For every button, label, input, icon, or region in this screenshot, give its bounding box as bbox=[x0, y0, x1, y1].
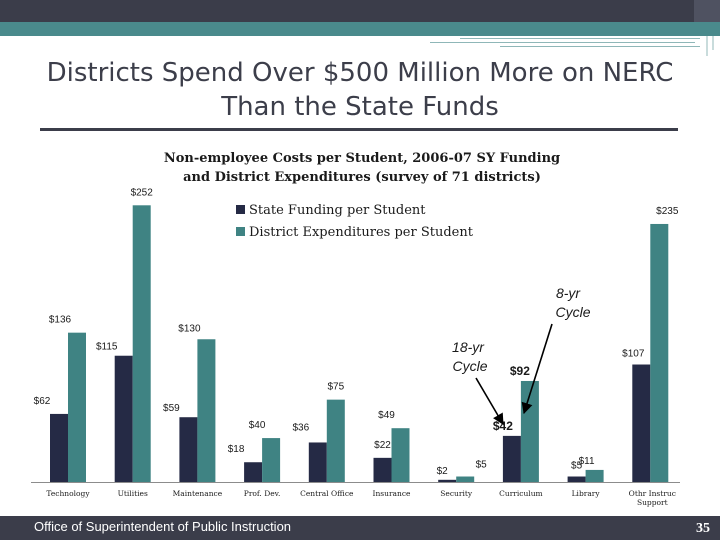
bar-district-2 bbox=[132, 205, 151, 482]
data-label: $5 bbox=[476, 460, 488, 471]
x-tick-label: Security bbox=[440, 489, 473, 498]
data-label: $130 bbox=[178, 323, 201, 334]
x-tick-label: Insurance bbox=[373, 489, 412, 498]
bar-chart: Non-employee Costs per Student, 2006-07 … bbox=[31, 151, 680, 507]
annotation-18yr-line-2: Cycle bbox=[452, 358, 487, 374]
title-underline bbox=[40, 128, 678, 131]
bar-state-4 bbox=[244, 462, 263, 482]
x-tick-label: Library bbox=[572, 489, 601, 498]
legend-swatch-2 bbox=[236, 227, 245, 236]
data-label: $18 bbox=[228, 444, 245, 455]
data-label: $42 bbox=[493, 419, 513, 433]
bar-state-7 bbox=[438, 479, 457, 482]
data-label: $11 bbox=[579, 456, 595, 467]
bar-state-3 bbox=[179, 417, 198, 482]
bar-district-10 bbox=[650, 223, 669, 482]
chart-title: Non-employee Costs per Student, 2006-07 … bbox=[164, 151, 560, 185]
data-label: $92 bbox=[510, 364, 530, 378]
page-number: 35 bbox=[696, 521, 710, 536]
bar-state-1 bbox=[50, 413, 68, 482]
footer-bar bbox=[0, 516, 720, 540]
data-label: $115 bbox=[96, 342, 118, 353]
data-label: $22 bbox=[374, 440, 391, 451]
chart-bars bbox=[50, 205, 669, 482]
data-label: $252 bbox=[131, 187, 154, 198]
decorative-line bbox=[430, 42, 695, 43]
x-tick-label: Technology bbox=[46, 489, 90, 498]
decorative-line bbox=[460, 38, 700, 39]
chart-title-line-1: Non-employee Costs per Student, 2006-07 … bbox=[164, 151, 560, 166]
bar-state-5 bbox=[308, 442, 327, 482]
data-label: $75 bbox=[327, 382, 344, 393]
data-label: $59 bbox=[163, 403, 180, 414]
header-teal-band bbox=[0, 22, 720, 36]
slide-title: Districts Spend Over $500 Million More o… bbox=[46, 58, 674, 122]
chart-legend: State Funding per Student District Expend… bbox=[236, 203, 474, 240]
bar-district-3 bbox=[197, 339, 216, 482]
decorative-stripe bbox=[712, 36, 714, 50]
data-label: $235 bbox=[656, 206, 679, 217]
annotation-8yr-line-2: Cycle bbox=[555, 304, 590, 320]
legend-swatch-1 bbox=[236, 205, 245, 214]
x-tick-label: Central Office bbox=[300, 489, 354, 498]
bar-district-1 bbox=[68, 332, 86, 482]
x-tick-label: Prof. Dev. bbox=[244, 489, 281, 498]
annotation-8yr-line-1: 8-yr bbox=[556, 285, 581, 301]
bar-district-7 bbox=[456, 476, 475, 482]
header-corner-accent bbox=[694, 0, 720, 22]
bar-district-6 bbox=[391, 428, 410, 482]
bar-state-8 bbox=[502, 435, 521, 482]
bar-district-5 bbox=[326, 399, 345, 482]
x-tick-label-line-2: Support bbox=[637, 498, 668, 507]
chart-annotations: 18-yr Cycle 8-yr Cycle bbox=[452, 285, 591, 425]
data-label: $49 bbox=[378, 410, 395, 421]
legend-label-2: District Expenditures per Student bbox=[249, 225, 474, 240]
annotation-18yr-line-1: 18-yr bbox=[452, 339, 485, 355]
bar-state-10 bbox=[632, 364, 651, 482]
legend-label-1: State Funding per Student bbox=[249, 203, 426, 218]
bar-state-6 bbox=[373, 457, 392, 482]
decorative-line bbox=[500, 46, 700, 47]
chart-title-line-2: and District Expenditures (survey of 71 … bbox=[183, 170, 541, 185]
annotation-arrow-18yr bbox=[475, 377, 504, 425]
bar-district-4 bbox=[262, 438, 281, 482]
data-label: $2 bbox=[437, 466, 449, 477]
data-label: $62 bbox=[34, 396, 51, 407]
x-tick-label: Utilities bbox=[118, 489, 148, 498]
bar-state-9 bbox=[567, 476, 586, 482]
data-label: $5 bbox=[571, 461, 583, 472]
chart-data-labels: $62 $136 $115 $252 $59 $130 $18 $40 $36 $75 $22 $49… bbox=[34, 187, 679, 477]
data-label: $107 bbox=[622, 349, 645, 360]
x-tick-label: Curriculum bbox=[499, 489, 543, 498]
data-label: $40 bbox=[249, 420, 266, 431]
data-label: $36 bbox=[292, 422, 309, 433]
x-tick-label: Maintenance bbox=[173, 489, 223, 498]
annotation-arrow-8yr bbox=[521, 323, 553, 415]
top-header-bar bbox=[0, 0, 720, 22]
bar-state-2 bbox=[114, 355, 133, 482]
x-axis: Technology Utilities Maintenance Prof. Dev.… bbox=[31, 482, 680, 507]
x-tick-label-line-1: Othr Instruc bbox=[629, 489, 676, 498]
data-label: $136 bbox=[49, 315, 72, 326]
footer-text: Office of Superintendent of Public Instr… bbox=[34, 519, 292, 534]
bar-district-9 bbox=[585, 469, 604, 482]
decorative-stripe bbox=[706, 36, 708, 56]
